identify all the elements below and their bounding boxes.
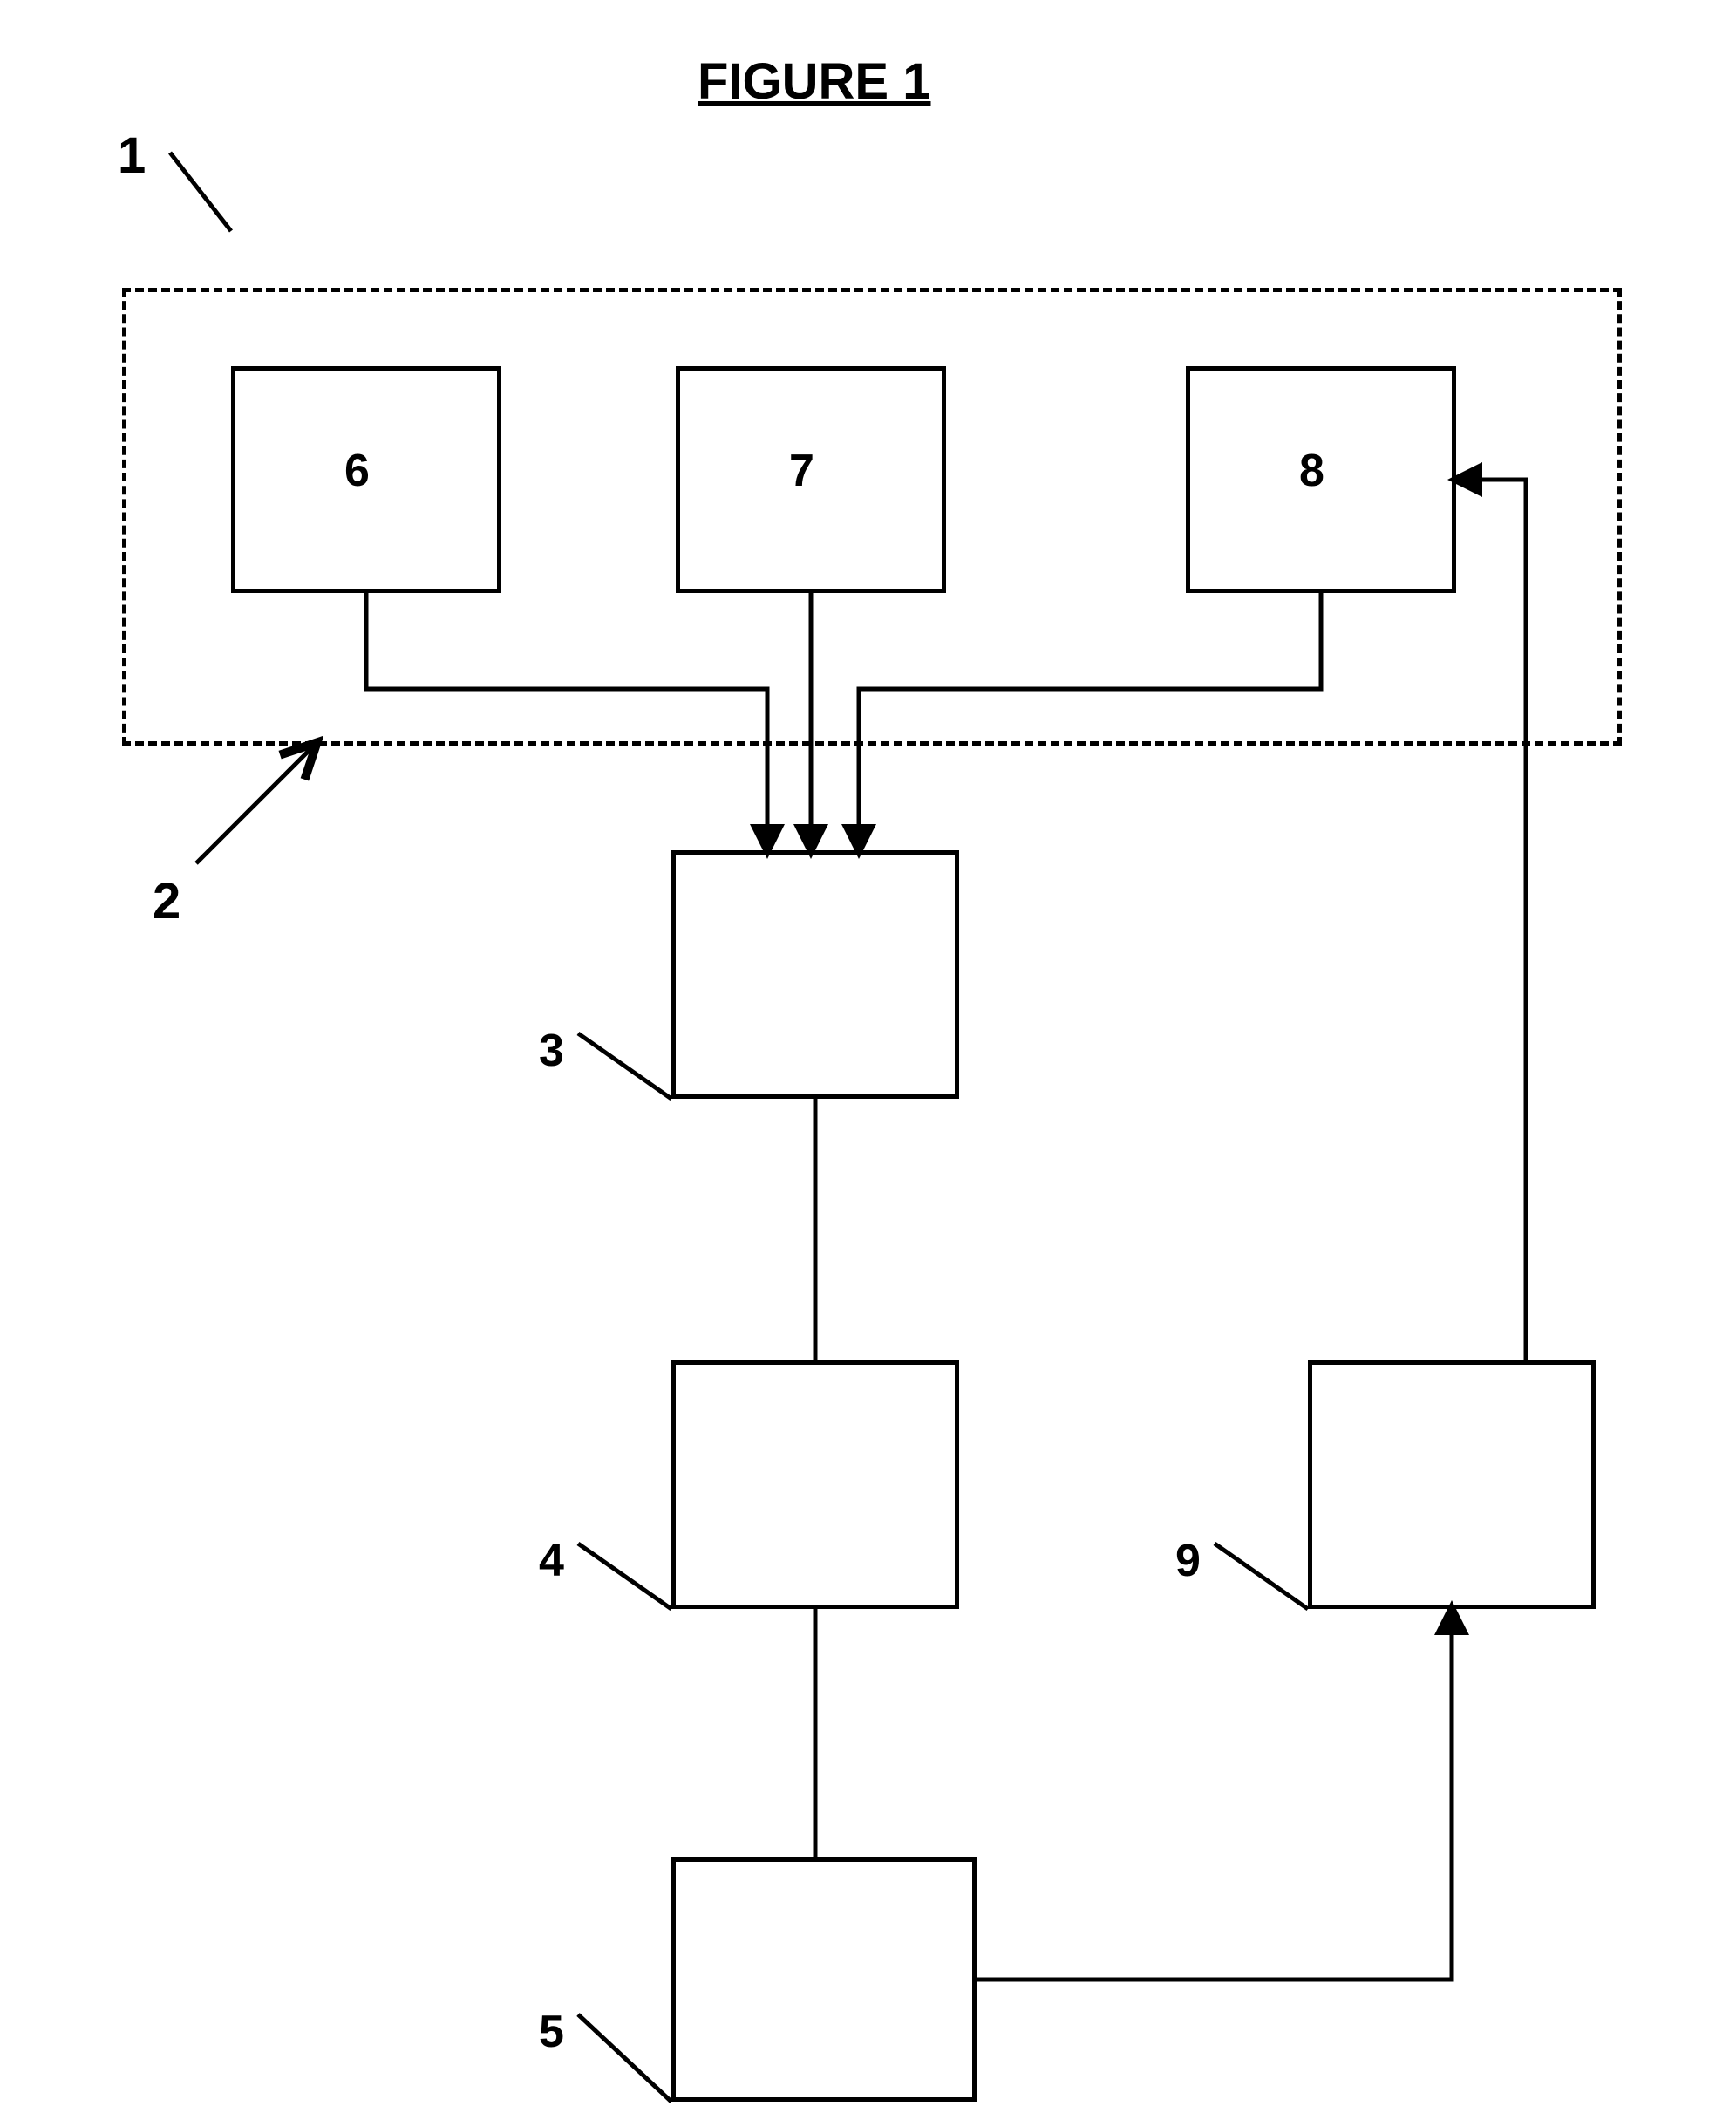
node-3-box [671,850,959,1099]
figure-title: FIGURE 1 [698,52,931,111]
node-3-label: 3 [539,1025,564,1077]
label-2: 2 [153,872,180,930]
node-5-box [671,1857,977,2102]
node-4-box [671,1360,959,1609]
node-4-label: 4 [539,1535,564,1587]
node-9-box [1308,1360,1596,1609]
node-6-label: 6 [344,445,370,497]
label-1: 1 [118,126,146,185]
node-8-label: 8 [1299,445,1324,497]
node-5-label: 5 [539,2006,564,2058]
node-7-label: 7 [789,445,814,497]
node-9-label: 9 [1175,1535,1201,1587]
